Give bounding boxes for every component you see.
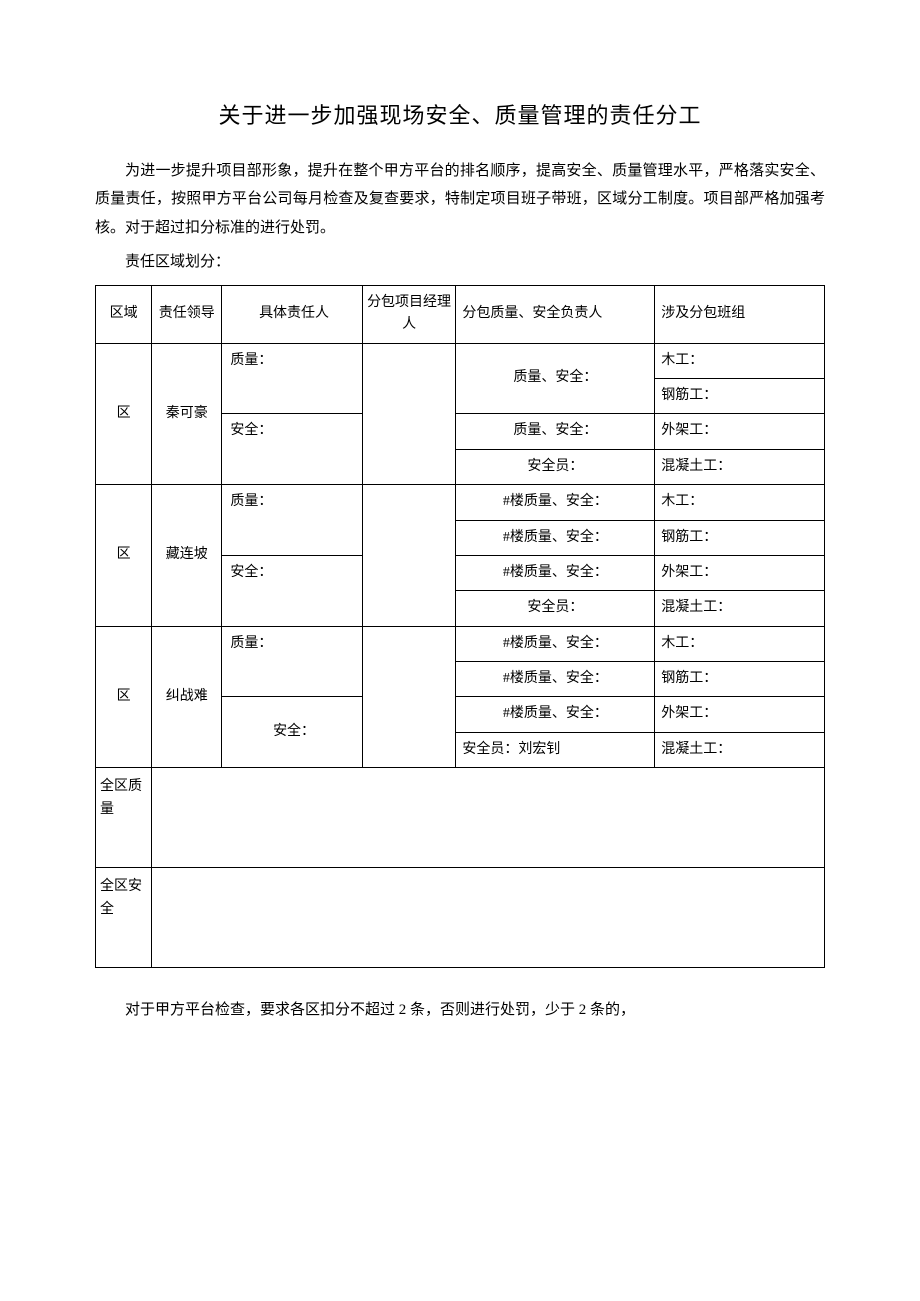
cell-team-1-3: 混凝土工： [655,449,825,484]
cell-safety-2: 安全： [222,555,362,626]
cell-leader-3: 纠战难 [152,626,222,768]
cell-area-1: 区 [96,343,152,485]
cell-qs-1-1: 质量、安全： [456,343,655,414]
page-title: 关于进一步加强现场安全、质量管理的责任分工 [95,95,825,137]
cell-area-2: 区 [96,485,152,627]
cell-qs-3-3: #楼质量、安全： [456,697,655,732]
cell-team-3-4: 混凝土工： [655,732,825,767]
cell-team-1-2: 外架工： [655,414,825,449]
cell-team-1-1a: 木工： [655,343,825,378]
intro-paragraph: 为进一步提升项目部形象，提升在整个甲方平台的排名顺序，提高安全、质量管理水平，严… [95,157,825,243]
cell-pm-3 [362,626,456,768]
table-row: 区 藏连坡 质量： #楼质量、安全： 木工： [96,485,825,520]
cell-quality-1: 质量： [222,343,362,414]
header-leader: 责任领导 [152,285,222,343]
cell-team-3-2: 钢筋工： [655,662,825,697]
footer-paragraph: 对于甲方平台检查，要求各区扣分不超过 2 条，否则进行处罚，少于 2 条的， [95,996,825,1025]
cell-qs-1-2: 质量、安全： [456,414,655,449]
table-header-row: 区域 责任领导 具体责任人 分包项目经理人 分包质量、安全负责人 涉及分包班组 [96,285,825,343]
cell-all-safety-content [152,868,825,968]
cell-leader-1: 秦可豪 [152,343,222,485]
table-row: 全区安全 [96,868,825,968]
table-subheading: 责任区域划分： [95,248,825,277]
table-row: 区 纠战难 质量： #楼质量、安全： 木工： [96,626,825,661]
cell-team-3-1: 木工： [655,626,825,661]
cell-team-1-1b: 钢筋工： [655,378,825,413]
cell-team-2-2: 钢筋工： [655,520,825,555]
cell-safety-1: 安全： [222,414,362,485]
cell-all-quality-content [152,768,825,868]
cell-team-2-4: 混凝土工： [655,591,825,626]
cell-team-2-3: 外架工： [655,555,825,590]
table-row: 区 秦可豪 质量： 质量、安全： 木工： [96,343,825,378]
cell-qs-3-2: #楼质量、安全： [456,662,655,697]
header-area: 区域 [96,285,152,343]
cell-area-3: 区 [96,626,152,768]
cell-quality-2: 质量： [222,485,362,556]
cell-qs-2-3: #楼质量、安全： [456,555,655,590]
header-pm: 分包项目经理人 [362,285,456,343]
cell-qs-3-4: 安全员：刘宏钊 [456,732,655,767]
cell-qs-3-1: #楼质量、安全： [456,626,655,661]
cell-qs-2-1: #楼质量、安全： [456,485,655,520]
cell-leader-2: 藏连坡 [152,485,222,627]
cell-qs-2-2: #楼质量、安全： [456,520,655,555]
cell-qs-2-4: 安全员： [456,591,655,626]
table-row: 全区质量 [96,768,825,868]
header-team: 涉及分包班组 [655,285,825,343]
cell-qs-1-3: 安全员： [456,449,655,484]
cell-pm-1 [362,343,456,485]
header-person: 具体责任人 [222,285,362,343]
cell-team-3-3: 外架工： [655,697,825,732]
responsibility-table: 区域 责任领导 具体责任人 分包项目经理人 分包质量、安全负责人 涉及分包班组 … [95,285,825,968]
cell-team-2-1: 木工： [655,485,825,520]
cell-all-quality-label: 全区质量 [96,768,152,868]
cell-pm-2 [362,485,456,627]
cell-all-safety-label: 全区安全 [96,868,152,968]
cell-safety-3: 安全： [222,697,362,768]
cell-quality-3: 质量： [222,626,362,697]
header-qs: 分包质量、安全负责人 [456,285,655,343]
